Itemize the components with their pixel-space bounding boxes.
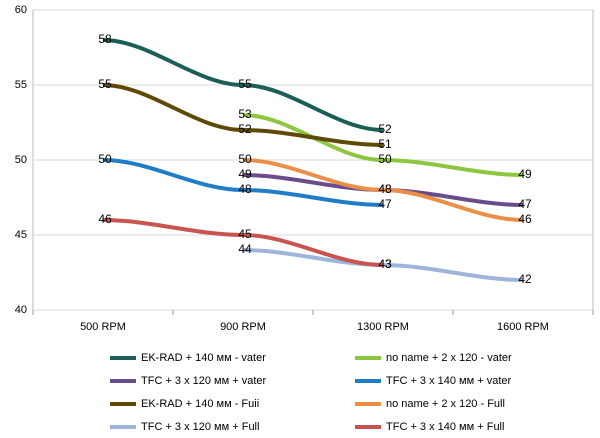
data-label: 44 xyxy=(238,242,252,256)
x-tick-label: 500 RPM xyxy=(80,321,126,333)
data-label: 43 xyxy=(378,257,392,271)
data-label: 45 xyxy=(238,227,252,241)
series-line xyxy=(102,158,384,207)
y-tick-label: 40 xyxy=(15,304,27,316)
data-label: 53 xyxy=(238,107,252,121)
y-tick-label: 45 xyxy=(15,229,27,241)
data-label: 49 xyxy=(238,167,252,181)
legend-label: TFC + 3 x 140 мм + vater xyxy=(386,375,512,387)
x-tick-label: 1300 RPM xyxy=(357,321,409,333)
legend-label: TFC + 3 x 140 мм + Full xyxy=(386,421,504,433)
data-label: 50 xyxy=(378,152,392,166)
data-label: 55 xyxy=(238,77,252,91)
data-label: 52 xyxy=(238,122,252,136)
data-label: 46 xyxy=(98,212,112,226)
series-line xyxy=(242,158,524,222)
x-tick-label: 900 RPM xyxy=(220,321,266,333)
data-label: 58 xyxy=(98,32,112,46)
legend-label: TFC + 3 x 120 мм + vater xyxy=(141,375,267,387)
data-label: 51 xyxy=(378,137,392,151)
data-label: 50 xyxy=(238,152,252,166)
series-line xyxy=(102,83,384,147)
data-label: 47 xyxy=(378,197,392,211)
data-label: 50 xyxy=(98,152,112,166)
data-label: 52 xyxy=(378,122,392,136)
data-label: 48 xyxy=(378,182,392,196)
series-line xyxy=(242,113,524,177)
data-label: 42 xyxy=(518,272,532,286)
y-tick-label: 60 xyxy=(15,4,27,16)
data-label: 49 xyxy=(518,167,532,181)
data-label: 55 xyxy=(98,77,112,91)
legend-label: no name + 2 x 120 - vater xyxy=(386,352,512,364)
series-line xyxy=(102,218,384,267)
x-tick-label: 1600 RPM xyxy=(497,321,549,333)
data-label: 46 xyxy=(518,212,532,226)
data-label: 48 xyxy=(238,182,252,196)
y-tick-label: 55 xyxy=(15,79,27,91)
legend-label: EK-RAD + 140 мм - Fuii xyxy=(141,398,259,410)
legend-label: EK-RAD + 140 мм - vater xyxy=(141,352,266,364)
y-tick-label: 50 xyxy=(15,154,27,166)
data-label: 43 xyxy=(378,257,392,271)
series-line xyxy=(102,38,384,132)
data-label: 47 xyxy=(518,197,532,211)
legend-label: no name + 2 x 120 - Full xyxy=(386,398,505,410)
legend-label: TFC + 3 x 120 мм + Full xyxy=(141,421,259,433)
